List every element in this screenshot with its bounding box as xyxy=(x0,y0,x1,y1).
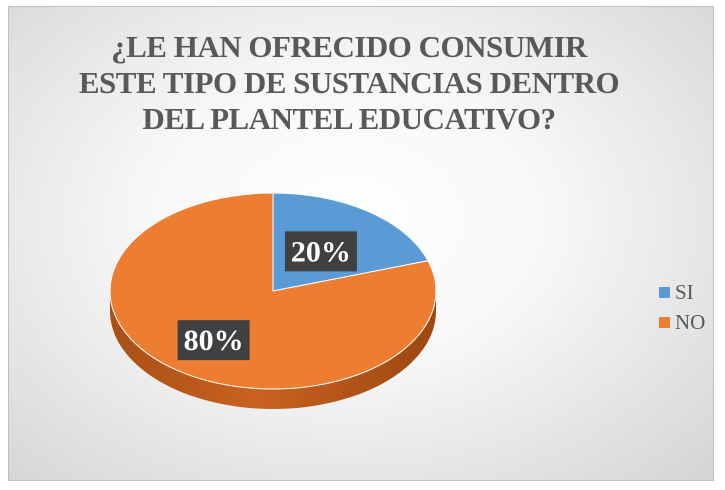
data-label-text: 80% xyxy=(184,324,244,357)
legend-label-si: SI xyxy=(675,279,694,304)
legend-swatch-no xyxy=(659,316,670,328)
data-label-si: 20% xyxy=(284,231,357,272)
pie-labels: 20% 80% xyxy=(177,231,357,361)
data-label-text: 20% xyxy=(291,235,351,268)
pie-side-wall xyxy=(110,291,436,409)
pie-top xyxy=(109,192,437,390)
chart-title: ¿LE HAN OFRECIDO CONSUMIR ESTE TIPO DE S… xyxy=(78,29,620,136)
legend: SI NO xyxy=(659,277,705,337)
pie-side xyxy=(110,291,436,409)
legend-item-no: NO xyxy=(659,307,705,337)
chart-area: ¿LE HAN OFRECIDO CONSUMIR ESTE TIPO DE S… xyxy=(8,6,714,481)
data-label-box xyxy=(177,320,250,361)
pie-plot: 20% 80% xyxy=(109,192,437,409)
legend-swatch-si xyxy=(659,286,670,298)
legend-item-si: SI xyxy=(659,277,705,307)
data-label-no: 80% xyxy=(177,320,250,361)
legend-label-no: NO xyxy=(675,309,706,334)
data-label-box xyxy=(284,231,357,272)
